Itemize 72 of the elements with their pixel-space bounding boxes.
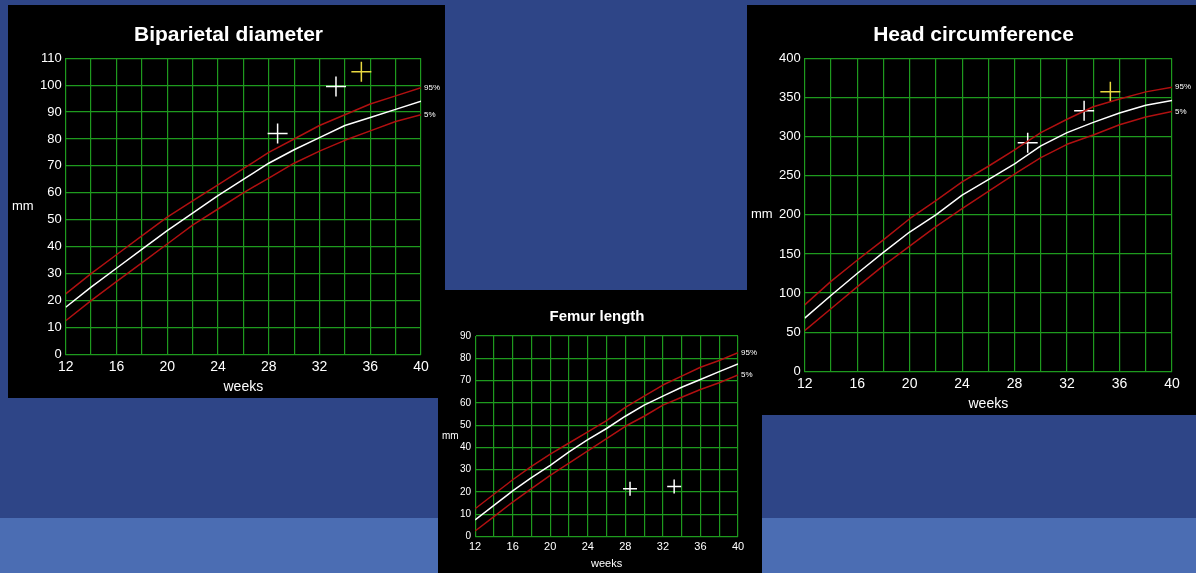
y-axis-title: mm	[12, 197, 34, 213]
series-label: 95%	[741, 347, 758, 357]
point	[1099, 81, 1122, 103]
y-tick-label: 50	[47, 211, 62, 227]
y-tick-label: 50	[460, 418, 472, 430]
chart-title: Head circumference	[873, 22, 1074, 46]
y-tick-label: 150	[778, 245, 801, 261]
point	[1073, 99, 1095, 122]
x-tick-label: 20	[901, 374, 918, 391]
x-tick-label: 36	[694, 540, 707, 553]
x-tick-label: 28	[619, 540, 632, 553]
x-tick-label: 32	[656, 540, 670, 553]
y-tick-label: 80	[47, 130, 62, 146]
x-tick-label: 36	[1111, 374, 1128, 391]
y-tick-label: 80	[460, 352, 472, 364]
y-tick-label: 90	[460, 329, 472, 341]
y-tick-label: 60	[47, 184, 62, 200]
x-tick-label: 28	[1006, 374, 1023, 391]
y-tick-label: 300	[778, 128, 801, 144]
x-tick-label: 16	[108, 357, 125, 374]
x-tick-label: 40	[1164, 374, 1180, 391]
x-tick-label: 24	[954, 374, 971, 391]
y-tick-label: 400	[778, 49, 801, 65]
y-tick-label: 110	[40, 49, 62, 65]
series-label: 5%	[424, 109, 436, 119]
x-tick-label: 16	[849, 374, 866, 391]
x-tick-label: 20	[544, 540, 557, 553]
x-tick-label: 24	[210, 357, 226, 374]
y-tick-label: 20	[47, 292, 62, 308]
y-tick-label: 10	[47, 319, 62, 335]
x-tick-label: 16	[506, 540, 519, 553]
y-tick-label: 0	[465, 530, 472, 542]
series-label: 5%	[1175, 106, 1187, 116]
y-tick-label: 100	[778, 284, 801, 300]
y-tick-label: 90	[47, 103, 62, 119]
x-axis-title: weeks	[967, 395, 1009, 412]
y-tick-label: 40	[460, 441, 472, 453]
y-tick-label: 250	[778, 167, 801, 183]
x-tick-label: 40	[413, 357, 429, 374]
series-label: 5%	[741, 370, 753, 380]
y-tick-label: 60	[460, 396, 472, 408]
point	[1016, 132, 1039, 154]
point	[325, 75, 347, 98]
x-tick-label: 24	[581, 540, 594, 553]
y-tick-label: 40	[47, 238, 62, 254]
chart-title: Biparietal diameter	[133, 22, 324, 46]
x-tick-label: 20	[159, 357, 176, 374]
chart-title: Femur length	[549, 307, 645, 325]
y-tick-label: 350	[778, 88, 801, 104]
y-tick-label: 10	[460, 508, 472, 520]
point	[350, 60, 373, 83]
x-tick-label: 40	[731, 540, 745, 553]
y-tick-label: 20	[460, 485, 472, 497]
point	[266, 122, 289, 145]
y-tick-label: 30	[460, 463, 472, 475]
x-tick-label: 28	[260, 357, 277, 374]
y-axis-title: mm	[751, 206, 773, 222]
x-tick-label: 32	[1059, 374, 1076, 391]
x-axis-title: weeks	[589, 557, 623, 570]
y-axis-title: mm	[442, 430, 459, 442]
y-tick-label: 70	[47, 157, 62, 173]
x-axis-title: weeks	[222, 378, 264, 395]
y-tick-label: 50	[786, 323, 801, 339]
x-tick-label: 36	[362, 357, 379, 374]
series-label: 95%	[1175, 82, 1192, 92]
y-tick-label: 200	[778, 206, 801, 222]
y-tick-label: 30	[47, 265, 62, 281]
y-tick-label: 100	[39, 76, 62, 92]
x-tick-label: 32	[311, 357, 328, 374]
series-label: 95%	[424, 83, 441, 93]
y-tick-label: 70	[460, 374, 472, 386]
x-tick-label: 12	[469, 540, 482, 553]
